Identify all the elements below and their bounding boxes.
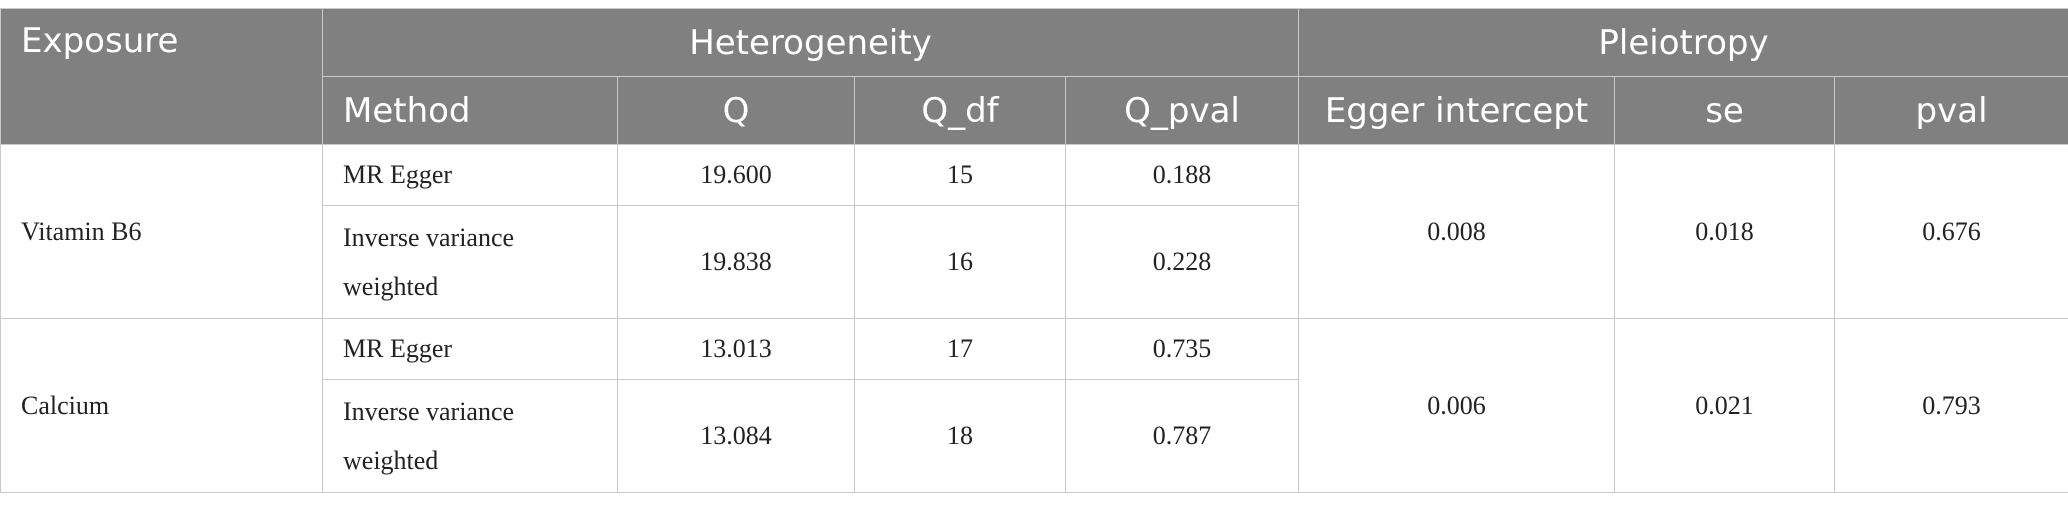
- q-pval-cell: 0.735: [1064, 318, 1300, 380]
- egger-intercept-cell: 0.008: [1298, 144, 1616, 319]
- method-text: Inverse variance weighted: [343, 397, 515, 475]
- header-egger-intercept: Egger intercept: [1298, 76, 1616, 145]
- q-df-cell: 17: [854, 318, 1066, 380]
- method-cell: MR Egger: [322, 144, 618, 206]
- header-pval: pval: [1834, 76, 2068, 145]
- header-pleiotropy: Pleiotropy: [1298, 8, 2068, 77]
- table-body: Vitamin B6 MR Egger 19.600 15 0.188 0.00…: [0, 144, 2068, 493]
- header-q-df: Q_df: [854, 76, 1066, 145]
- method-cell: Inverse variance weighted: [322, 379, 618, 493]
- method-text: Inverse variance weighted: [343, 223, 515, 301]
- se-cell: 0.021: [1614, 318, 1836, 493]
- q-cell: 19.600: [617, 144, 855, 206]
- results-table: Exposure Heterogeneity Pleiotropy Method…: [0, 8, 2068, 493]
- q-df-cell: 16: [854, 205, 1066, 319]
- header-row-top: Exposure Heterogeneity Pleiotropy: [0, 8, 2068, 145]
- header-q-pval: Q_pval: [1064, 76, 1300, 145]
- header-q: Q: [617, 76, 855, 145]
- header-exposure: Exposure: [0, 8, 323, 145]
- table-header: Exposure Heterogeneity Pleiotropy Method…: [0, 8, 2068, 145]
- table-row: Calcium MR Egger 13.013 17 0.735 0.006 0…: [0, 318, 2068, 493]
- q-cell: 13.013: [617, 318, 855, 380]
- table-row: Vitamin B6 MR Egger 19.600 15 0.188 0.00…: [0, 144, 2068, 319]
- q-pval-cell: 0.787: [1064, 379, 1300, 493]
- header-row-sub: Method Q Q_df Q_pval Egger intercept se …: [1, 76, 2068, 145]
- q-df-cell: 18: [854, 379, 1066, 493]
- method-cell: MR Egger: [322, 318, 618, 380]
- header-se: se: [1614, 76, 1836, 145]
- egger-intercept-cell: 0.006: [1298, 318, 1616, 493]
- table-row: Inverse variance weighted 13.084 18 0.78…: [1, 379, 2068, 493]
- header-method: Method: [322, 76, 618, 145]
- header-heterogeneity: Heterogeneity: [321, 8, 1300, 77]
- pval-cell: 0.793: [1834, 318, 2068, 493]
- se-cell: 0.018: [1614, 144, 1836, 319]
- exposure-cell: Vitamin B6: [0, 144, 323, 319]
- pval-cell: 0.676: [1834, 144, 2068, 319]
- q-cell: 13.084: [617, 379, 855, 493]
- q-pval-cell: 0.228: [1064, 205, 1300, 319]
- q-pval-cell: 0.188: [1064, 144, 1300, 206]
- q-cell: 19.838: [617, 205, 855, 319]
- q-df-cell: 15: [854, 144, 1066, 206]
- method-cell: Inverse variance weighted: [322, 205, 618, 319]
- exposure-cell: Calcium: [0, 318, 323, 493]
